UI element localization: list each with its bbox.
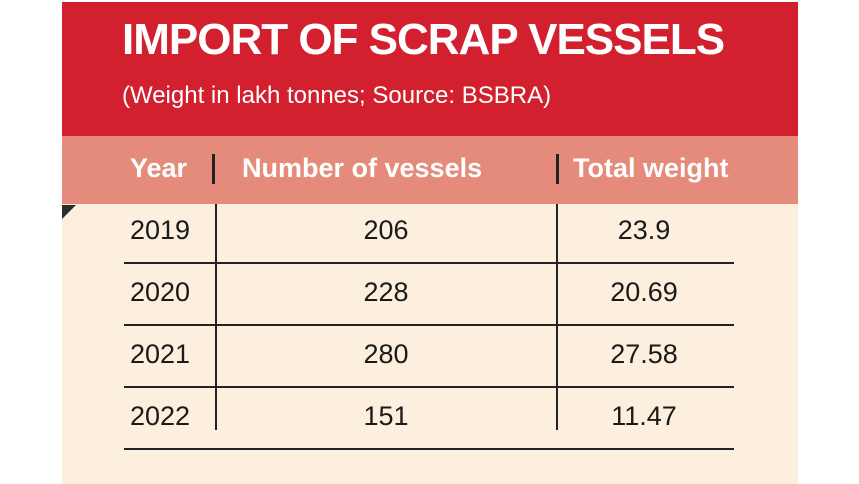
column-header-weight: Total weight <box>573 153 729 183</box>
table-row: 2019 206 23.9 <box>124 200 734 264</box>
column-header-divider <box>556 154 559 184</box>
cell-year: 2022 <box>130 401 191 431</box>
cell-vessels: 228 <box>363 277 409 307</box>
column-divider-line <box>556 204 558 430</box>
table-row: 2021 280 27.58 <box>124 324 734 388</box>
table-row: 2020 228 20.69 <box>124 262 734 326</box>
corner-fold <box>62 205 76 219</box>
column-divider-line <box>215 204 217 430</box>
chart-subtitle: (Weight in lakh tonnes; Source: BSBRA) <box>122 82 552 109</box>
column-header-divider <box>212 154 215 184</box>
cell-year: 2021 <box>130 339 191 369</box>
cell-weight: 20.69 <box>610 277 678 307</box>
column-header-row: Year Number of vessels Total weight <box>62 136 798 204</box>
column-header-vessels: Number of vessels <box>242 153 483 183</box>
cell-weight: 23.9 <box>617 215 671 245</box>
cell-vessels: 151 <box>363 401 409 431</box>
cell-weight: 11.47 <box>611 401 677 431</box>
column-header-year: Year <box>130 153 188 183</box>
cell-year: 2019 <box>130 215 191 245</box>
title-banner: IMPORT OF SCRAP VESSELS (Weight in lakh … <box>62 2 798 136</box>
cell-vessels: 280 <box>363 339 409 369</box>
chart-title: IMPORT OF SCRAP VESSELS <box>122 15 725 64</box>
table-row: 2022 151 11.47 <box>124 386 734 450</box>
cell-weight: 27.58 <box>610 339 678 369</box>
cell-year: 2020 <box>130 277 191 307</box>
cell-vessels: 206 <box>363 215 409 245</box>
